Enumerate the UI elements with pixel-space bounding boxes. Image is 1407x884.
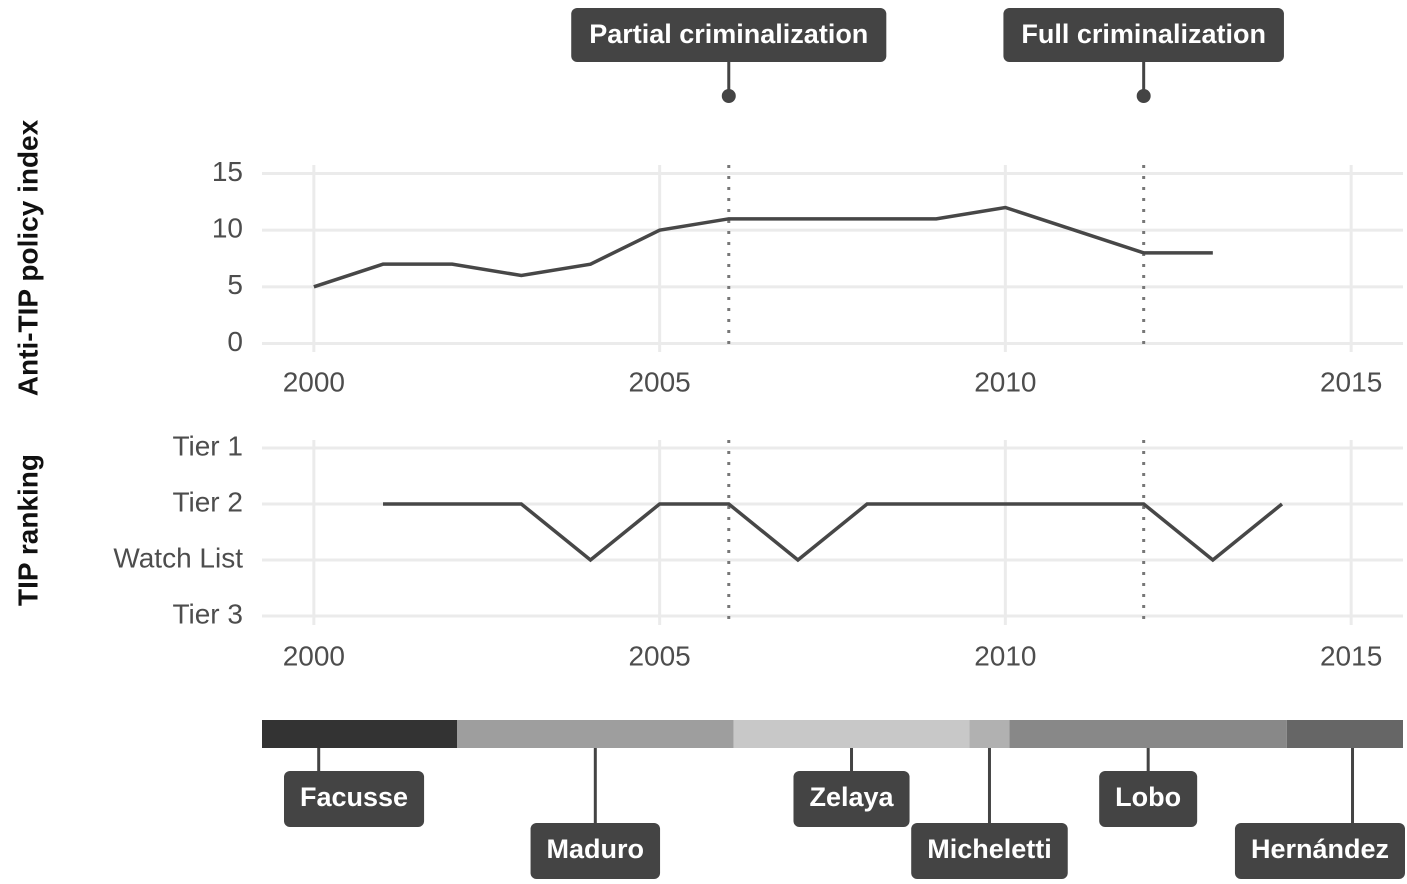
- y-tick-label: 10: [212, 213, 243, 244]
- period-label-box: [911, 823, 1068, 879]
- x-tick-label: 2010: [974, 640, 1036, 671]
- x-tick-label: 2015: [1320, 366, 1382, 397]
- period-label: Maduro: [547, 834, 645, 864]
- period-segment: [262, 720, 458, 748]
- period-label: Hernández: [1251, 834, 1389, 864]
- y-tick-label: Tier 2: [172, 486, 243, 517]
- y-tick-label: 5: [227, 269, 243, 300]
- period-label: Zelaya: [809, 782, 894, 812]
- data-line: [313, 205, 1213, 289]
- y-tick-label: 0: [227, 326, 243, 357]
- annotation-label: Full criminalization: [1021, 19, 1266, 49]
- y-tick-label: Tier 1: [172, 430, 243, 461]
- period-label: Lobo: [1115, 782, 1181, 812]
- period-segment: [457, 720, 734, 748]
- period-label-box: [1234, 823, 1405, 879]
- x-tick-label: 2010: [974, 366, 1036, 397]
- period-label-box: [1099, 771, 1198, 827]
- period-label: Micheletti: [927, 834, 1052, 864]
- period-label-box: [793, 771, 910, 827]
- annotation-dot: [1136, 89, 1151, 103]
- period-label: Facusse: [300, 782, 408, 812]
- x-tick-label: 2000: [283, 640, 345, 671]
- annotation-label: Partial criminalization: [589, 19, 868, 49]
- y-axis-title: TIP ranking: [12, 454, 43, 606]
- x-tick-label: 2005: [628, 366, 690, 397]
- y-tick-label: Watch List: [113, 542, 243, 573]
- data-line: [383, 502, 1284, 563]
- y-tick-label: Tier 3: [172, 598, 243, 629]
- annotation-dot: [721, 89, 736, 103]
- period-segment: [1009, 720, 1287, 748]
- annotation-box: [1003, 8, 1284, 62]
- timeline-bar: [262, 720, 1403, 748]
- y-tick-label: 15: [212, 156, 243, 187]
- period-segment: [969, 720, 1010, 748]
- x-tick-label: 2005: [628, 640, 690, 671]
- x-tick-label: 2000: [283, 366, 345, 397]
- period-label-box: [284, 771, 425, 827]
- annotation-box: [571, 8, 887, 62]
- period-segment: [733, 720, 970, 748]
- x-tick-label: 2015: [1320, 640, 1382, 671]
- period-label-box: [530, 823, 661, 879]
- y-axis-title: Anti-TIP policy index: [12, 119, 43, 396]
- period-segment: [1286, 720, 1403, 748]
